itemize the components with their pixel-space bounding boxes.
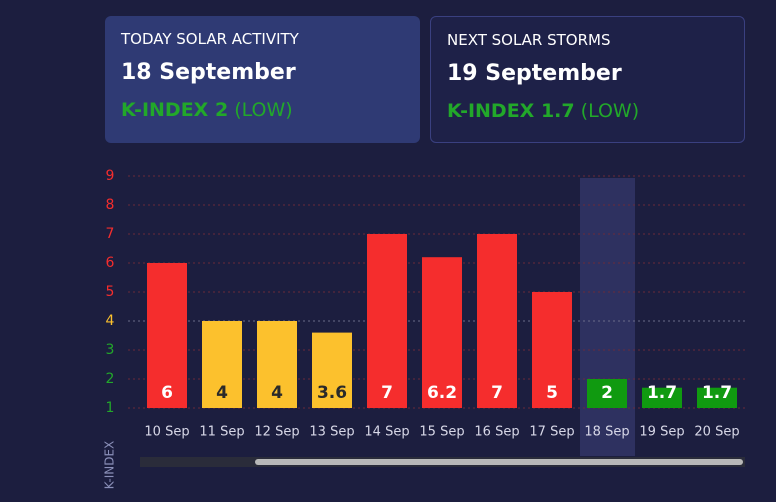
bar	[587, 379, 627, 408]
x-tick-label: 20 Sep	[694, 425, 739, 440]
bar	[697, 387, 737, 408]
bar	[147, 263, 187, 408]
y-tick-label: 3	[106, 342, 115, 358]
value-label: 5	[546, 383, 558, 403]
value-label: 6	[161, 383, 173, 403]
x-tick-label: 10 Sep	[144, 425, 189, 440]
x-tick-label: 11 Sep	[199, 425, 244, 440]
y-tick-label: 8	[106, 197, 115, 213]
bar	[202, 321, 242, 408]
bar	[422, 257, 462, 408]
kindex-value: K-INDEX 1.7	[447, 100, 575, 122]
bar	[257, 321, 297, 408]
bar	[312, 332, 352, 408]
y-tick-label: 4	[106, 313, 115, 329]
y-tick-label: 7	[106, 226, 115, 242]
y-tick-label: 6	[106, 255, 115, 271]
bar	[477, 234, 517, 408]
y-axis-label: K-INDEX	[103, 441, 117, 490]
x-tick-label: 16 Sep	[474, 425, 519, 440]
y-tick-label: 1	[106, 400, 115, 416]
value-label: 7	[491, 383, 503, 403]
x-tick-label: 15 Sep	[419, 425, 464, 440]
card-date: 19 September	[447, 61, 622, 86]
card-label: NEXT SOLAR STORMS	[447, 31, 611, 49]
value-label: 2	[601, 383, 613, 403]
kindex-value: K-INDEX 2	[121, 99, 229, 121]
x-tick-label: 19 Sep	[639, 425, 684, 440]
value-label: 4	[271, 383, 283, 403]
y-tick-label: 9	[106, 168, 115, 184]
bar	[367, 234, 407, 408]
bar	[642, 387, 682, 408]
card-kindex: K-INDEX 1.7 (LOW)	[447, 100, 728, 122]
value-label: 1.7	[647, 383, 677, 403]
x-tick-label: 13 Sep	[309, 425, 354, 440]
value-label: 6.2	[427, 383, 457, 403]
card-label: TODAY SOLAR ACTIVITY	[121, 30, 299, 48]
card-date: 18 September	[121, 60, 296, 85]
today-card: TODAY SOLAR ACTIVITY 18 September K-INDE…	[105, 16, 420, 143]
x-tick-label: 17 Sep	[529, 425, 574, 440]
kindex-level: (LOW)	[580, 100, 640, 122]
value-label: 7	[381, 383, 393, 403]
y-tick-label: 5	[106, 284, 115, 300]
next-card: NEXT SOLAR STORMS 19 September K-INDEX 1…	[430, 16, 745, 143]
scrollbar-thumb[interactable]	[255, 459, 743, 465]
bar	[532, 292, 572, 408]
value-label: 3.6	[317, 383, 347, 403]
x-tick-label: 14 Sep	[364, 425, 409, 440]
kindex-level: (LOW)	[234, 99, 293, 121]
card-kindex: K-INDEX 2 (LOW)	[121, 99, 404, 121]
highlight-column	[580, 178, 635, 456]
value-label: 4	[216, 383, 228, 403]
x-tick-label: 18 Sep	[584, 425, 629, 440]
y-tick-label: 2	[106, 371, 115, 387]
value-label: 1.7	[702, 383, 732, 403]
x-tick-label: 12 Sep	[254, 425, 299, 440]
